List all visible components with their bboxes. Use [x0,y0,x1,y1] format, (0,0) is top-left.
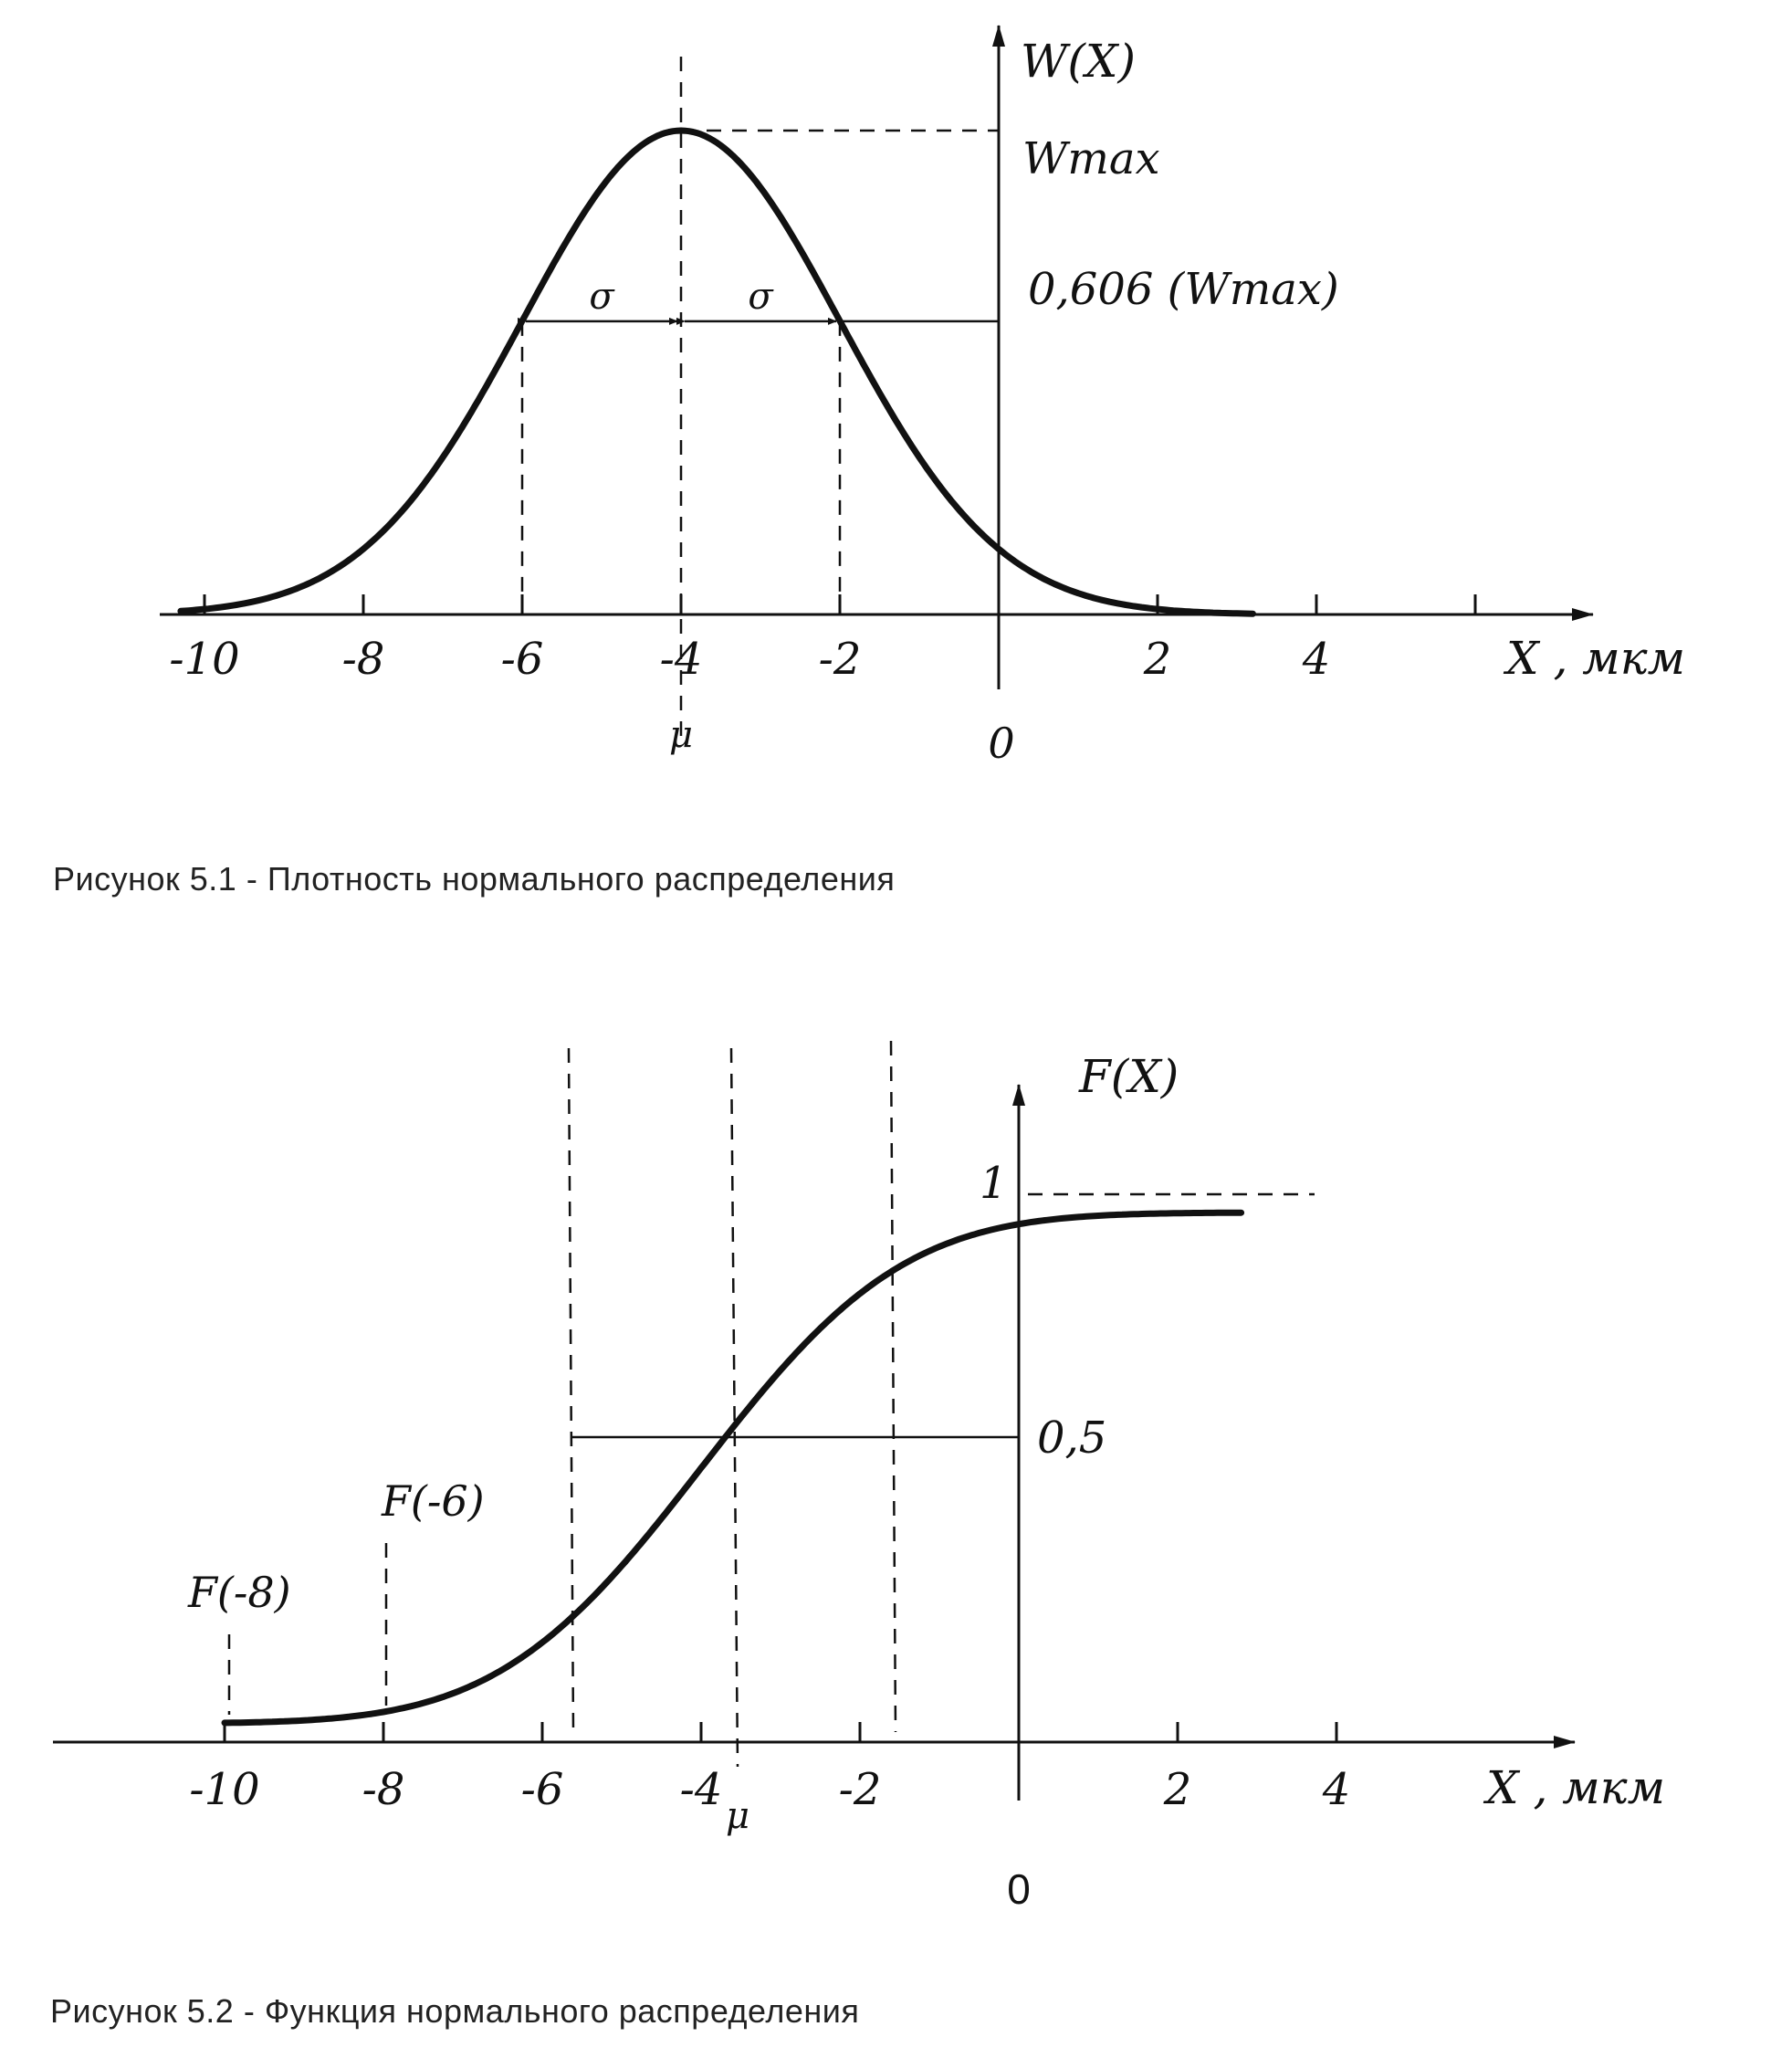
figure-5-2-caption: Рисунок 5.2 - Функция нормального распре… [50,1992,859,2030]
cdf-x-tick-label: -10 [189,1764,259,1815]
cdf-x-tick-label: 2 [1163,1764,1192,1815]
chart-density: -10 -8 -6 -4 -2 2 4 W(X) Wmax 0,606 (Wmax) σ σ… [160,25,1685,768]
cdf-left-sigma-line [567,1047,575,1733]
cdf-y-tick-half: 0,5 [1037,1412,1106,1464]
density-x-axis-label: X , мкм [1503,632,1685,685]
cdf-x-tick-label: -6 [521,1764,564,1815]
density-x-tick-label: -10 [169,634,239,685]
density-x-tick-label: -6 [501,634,544,685]
cdf-x-tick-labels: -10 -8 -6 -4 -2 2 4 [189,1764,1350,1815]
density-x-tick-label: 4 [1302,634,1331,685]
cdf-annotation-f-minus-6: F(-6) [381,1476,485,1526]
chart-cdf: -10 -8 -6 -4 -2 2 4 F(X) 1 0,5 F(-6) F(-8) μ 0… [53,1040,1665,1913]
cdf-curve [221,1209,1245,1727]
figure-5-1-caption: Рисунок 5.1 - Плотность нормального расп… [53,860,895,898]
density-y-axis-label: W(X) [1021,35,1136,88]
cdf-x-ticks [223,1722,1338,1742]
cdf-x-tick-label: 4 [1322,1764,1351,1815]
cdf-origin-label: 0 [1007,1865,1031,1913]
density-sigma-right-label: σ [748,276,774,318]
density-x-tick-label: -2 [819,634,862,685]
cdf-mean-line [729,1047,739,1768]
density-peak-label: Wmax [1022,133,1160,184]
density-sigma-left-label: σ [589,276,615,318]
density-x-tick-label: 2 [1143,634,1172,685]
cdf-x-tick-label: -8 [362,1764,405,1815]
density-mu-label: μ [669,714,693,756]
density-x-tick-labels: -10 -8 -6 -4 -2 2 4 [169,634,1330,685]
cdf-x-tick-label: -2 [839,1764,882,1815]
density-curve [177,127,1256,617]
cdf-x-tick-label: -4 [680,1764,723,1815]
cdf-y-axis-label: F(X) [1078,1050,1179,1103]
cdf-mu-label: μ [726,1795,749,1837]
cdf-right-sigma-line [889,1040,897,1733]
cdf-y-tick-1: 1 [980,1158,1008,1209]
cdf-x-axis-label: X , мкм [1483,1761,1665,1814]
cdf-annotation-f-minus-8: F(-8) [187,1568,291,1617]
density-sigma-level-label: 0,606 (Wmax) [1028,264,1339,315]
density-x-tick-label: -8 [342,634,385,685]
density-origin-label: 0 [988,719,1014,768]
